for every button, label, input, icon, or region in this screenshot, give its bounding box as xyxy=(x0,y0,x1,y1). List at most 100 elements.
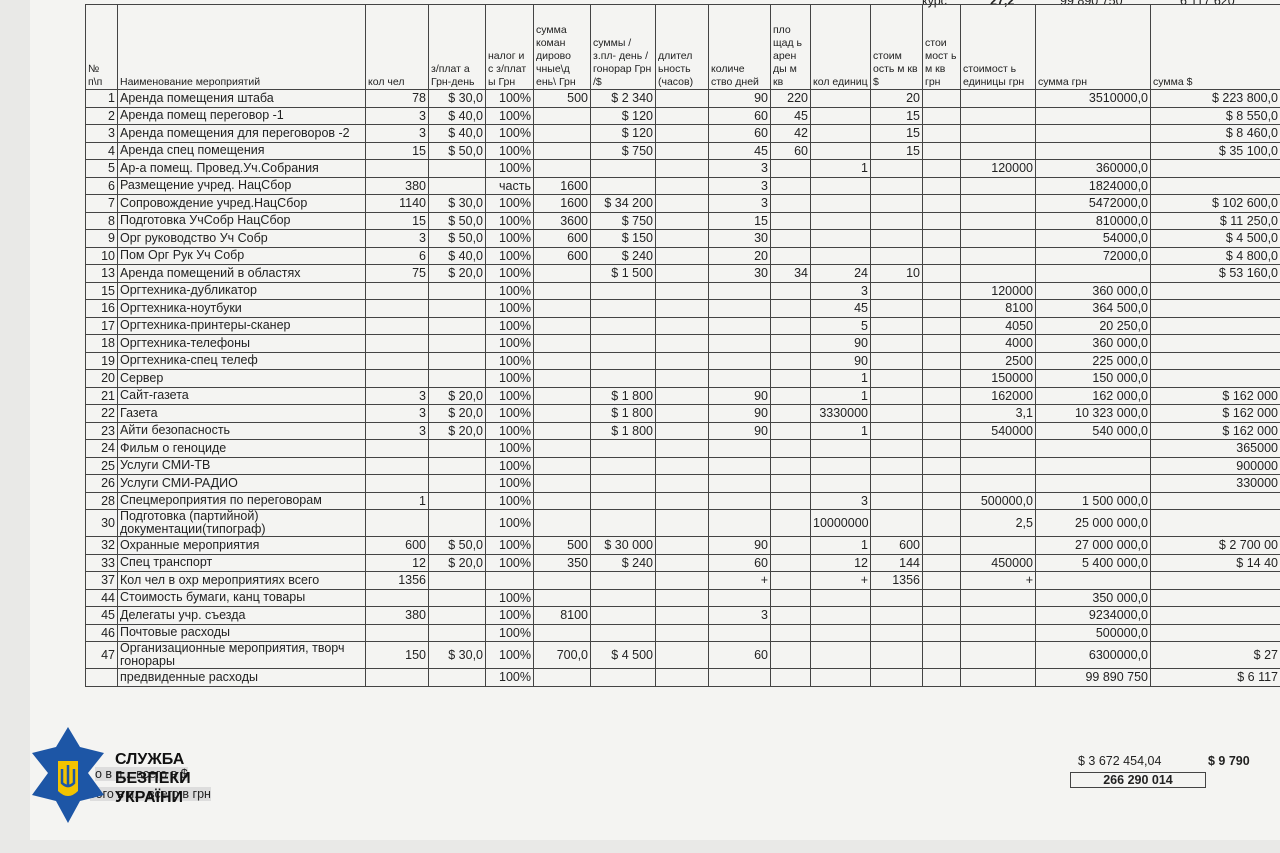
table-cell xyxy=(533,421,591,440)
table-cell xyxy=(365,159,429,178)
table-cell xyxy=(870,281,923,300)
table-row: 22 Газета 3 $ 20,0 100% $ 1 800 90 3330000 3,1 10… xyxy=(85,404,1280,423)
table-cell xyxy=(810,439,871,458)
table-cell: $ 162 000 xyxy=(1150,421,1280,440)
table-cell xyxy=(590,623,656,642)
table-cell: Услуги СМИ-ТВ xyxy=(117,456,366,475)
table-cell: 90 xyxy=(708,536,771,555)
table-cell xyxy=(590,316,656,335)
table-cell: Охранные мероприятия xyxy=(117,536,366,555)
table-cell: 46 xyxy=(85,623,118,642)
table-cell: 20 250,0 xyxy=(1035,316,1151,335)
table-cell: 15 xyxy=(870,106,923,125)
table-cell: 15 xyxy=(870,141,923,160)
table-cell xyxy=(922,281,961,300)
table-cell xyxy=(810,588,871,607)
table-cell: $ 35 100,0 xyxy=(1150,141,1280,160)
table-cell: 100% xyxy=(485,124,534,143)
table-cell xyxy=(770,299,811,318)
table-cell: 24 xyxy=(810,264,871,283)
table-cell: 2500 xyxy=(960,351,1036,370)
table-cell xyxy=(428,668,486,687)
table-cell xyxy=(922,194,961,213)
table-cell: 1 xyxy=(810,369,871,388)
table-cell xyxy=(870,351,923,370)
table-cell xyxy=(1035,456,1151,475)
table-cell xyxy=(428,281,486,300)
table-cell xyxy=(365,316,429,335)
table-cell: 99 890 750 xyxy=(1035,668,1151,687)
table-cell xyxy=(428,474,486,493)
table-cell xyxy=(655,89,709,108)
table-cell: $ 240 xyxy=(590,246,656,265)
table-cell: Размещение учред. НацСбор xyxy=(117,176,366,195)
table-row: 28 Спецмероприятия по переговорам 1 100% 3 50… xyxy=(85,491,1280,510)
table-cell xyxy=(533,439,591,458)
table-cell xyxy=(428,176,486,195)
table-cell xyxy=(533,509,591,537)
table-cell xyxy=(1035,571,1151,590)
table-cell xyxy=(922,536,961,555)
table-cell xyxy=(870,211,923,230)
table-cell xyxy=(590,474,656,493)
table-cell xyxy=(708,334,771,353)
table-cell xyxy=(870,641,923,669)
table-cell: 144 xyxy=(870,553,923,572)
table-cell: $ 11 250,0 xyxy=(1150,211,1280,230)
table-cell: 10 xyxy=(870,264,923,283)
table-cell xyxy=(922,369,961,388)
table-row: 19 Оргтехника-спец телеф 100% 90 2500 225 000… xyxy=(85,351,1280,370)
table-cell xyxy=(533,299,591,318)
table-cell: 450000 xyxy=(960,553,1036,572)
table-cell: 350 000,0 xyxy=(1035,588,1151,607)
table-cell: $ 223 800,0 xyxy=(1150,89,1280,108)
table-cell: 24 xyxy=(85,439,118,458)
table-cell xyxy=(365,668,429,687)
table-cell: 3 xyxy=(708,159,771,178)
table-cell xyxy=(708,439,771,458)
table-cell: 90 xyxy=(810,351,871,370)
table-cell xyxy=(428,623,486,642)
table-cell xyxy=(365,623,429,642)
table-cell xyxy=(1150,606,1280,625)
table-cell xyxy=(922,141,961,160)
table-cell xyxy=(590,606,656,625)
table-cell xyxy=(870,439,923,458)
table-cell xyxy=(922,439,961,458)
table-cell: Спецмероприятия по переговорам xyxy=(117,491,366,510)
table-cell xyxy=(960,668,1036,687)
table-cell xyxy=(708,299,771,318)
table-cell: 100% xyxy=(485,316,534,335)
table-cell xyxy=(770,536,811,555)
table-cell xyxy=(485,571,534,590)
table-cell xyxy=(922,668,961,687)
table-cell: 42 xyxy=(770,124,811,143)
table-cell xyxy=(810,246,871,265)
table-cell: 16 xyxy=(85,299,118,318)
table-cell: + xyxy=(960,571,1036,590)
table-cell: Оргтехника-телефоны xyxy=(117,334,366,353)
header-cell: пло щад ь арен ды м кв xyxy=(770,4,811,90)
total-usd: $ 9 790 xyxy=(1208,754,1250,768)
table-cell xyxy=(655,229,709,248)
table-cell xyxy=(922,456,961,475)
table-cell xyxy=(810,89,871,108)
table-cell xyxy=(428,159,486,178)
sbu-logo xyxy=(32,727,104,823)
table-cell xyxy=(810,124,871,143)
table-cell xyxy=(533,404,591,423)
table-cell xyxy=(922,588,961,607)
table-cell: + xyxy=(810,571,871,590)
table-cell: 20 xyxy=(708,246,771,265)
table-cell: 3 xyxy=(810,281,871,300)
table-cell: 600 xyxy=(365,536,429,555)
table-cell: 21 xyxy=(85,386,118,405)
table-row: 13 Аренда помещений в областях 75 $ 20,0 100… xyxy=(85,264,1280,283)
table-cell: $ 2 700 00 xyxy=(1150,536,1280,555)
table-cell xyxy=(708,316,771,335)
table-cell: 3 xyxy=(365,404,429,423)
table-cell xyxy=(533,474,591,493)
table-cell xyxy=(1150,351,1280,370)
table-cell xyxy=(922,211,961,230)
table-cell: 1600 xyxy=(533,176,591,195)
